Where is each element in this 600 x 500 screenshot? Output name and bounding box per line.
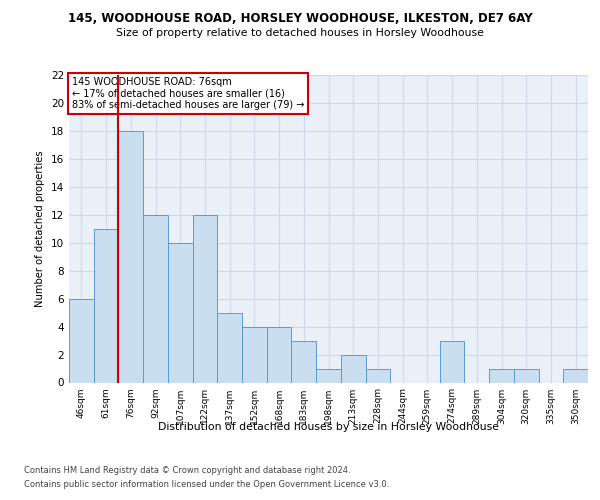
Text: Distribution of detached houses by size in Horsley Woodhouse: Distribution of detached houses by size … [158, 422, 499, 432]
Text: 145 WOODHOUSE ROAD: 76sqm
← 17% of detached houses are smaller (16)
83% of semi-: 145 WOODHOUSE ROAD: 76sqm ← 17% of detac… [71, 76, 304, 110]
Bar [217, 312, 242, 382]
Bar [365, 368, 390, 382]
Bar [193, 215, 217, 382]
Bar [489, 368, 514, 382]
Text: Contains public sector information licensed under the Open Government Licence v3: Contains public sector information licen… [24, 480, 389, 489]
Bar [69, 298, 94, 382]
Bar [341, 354, 365, 382]
Bar [143, 215, 168, 382]
Bar [168, 242, 193, 382]
Text: 145, WOODHOUSE ROAD, HORSLEY WOODHOUSE, ILKESTON, DE7 6AY: 145, WOODHOUSE ROAD, HORSLEY WOODHOUSE, … [68, 12, 532, 24]
Bar [563, 368, 588, 382]
Bar [242, 326, 267, 382]
Bar [94, 229, 118, 382]
Text: Contains HM Land Registry data © Crown copyright and database right 2024.: Contains HM Land Registry data © Crown c… [24, 466, 350, 475]
Bar [514, 368, 539, 382]
Bar [118, 131, 143, 382]
Bar [316, 368, 341, 382]
Bar [440, 340, 464, 382]
Bar [292, 340, 316, 382]
Bar [267, 326, 292, 382]
Text: Size of property relative to detached houses in Horsley Woodhouse: Size of property relative to detached ho… [116, 28, 484, 38]
Y-axis label: Number of detached properties: Number of detached properties [35, 150, 46, 307]
